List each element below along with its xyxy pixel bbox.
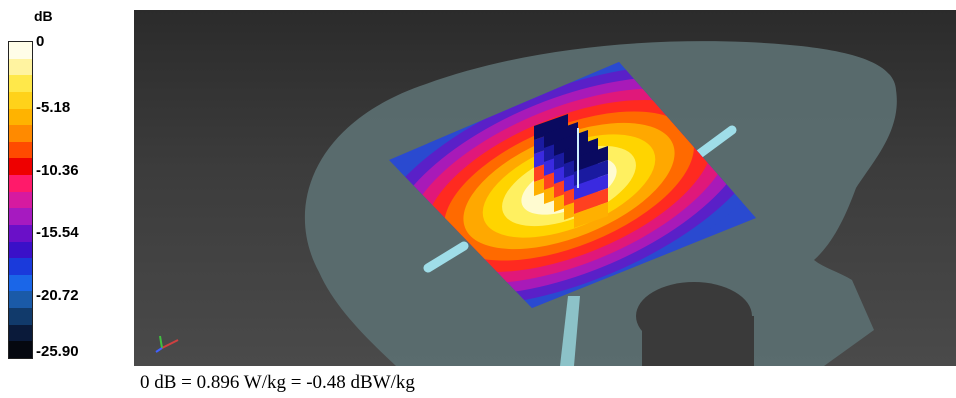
color-scale-segment: [9, 141, 32, 159]
legend-tick-label: -20.72: [36, 287, 79, 304]
axis-indicator: [155, 335, 179, 353]
color-scale-segment: [9, 341, 32, 358]
color-scale-segment: [9, 241, 32, 259]
cube-slice-band: [534, 114, 568, 140]
cube-slice-band: [574, 146, 608, 172]
legend-tick-label: 0: [36, 33, 45, 50]
color-scale-segment: [9, 125, 32, 142]
zoom-scan-cube: [534, 114, 608, 228]
color-scale-segment: [9, 158, 32, 175]
color-scale-segment: [9, 108, 32, 126]
sar-3d-view: [134, 10, 956, 366]
cube-slice-band: [544, 122, 578, 148]
color-scale-segment: [9, 308, 32, 325]
shadow-shape: [642, 316, 754, 366]
color-scale-segment: [9, 274, 32, 292]
cube-slice-band: [574, 160, 608, 186]
color-scale-segment: [9, 58, 32, 76]
legend-tick-label: -25.90: [36, 343, 79, 360]
cube-slice-band: [574, 174, 608, 200]
color-scale-segment: [9, 91, 32, 109]
cube-slice-band: [554, 130, 588, 156]
legend-unit-label: dB: [34, 8, 53, 24]
support-rod: [560, 296, 580, 366]
color-scale-segment: [9, 258, 32, 275]
color-scale-segment: [9, 191, 32, 209]
color-scale-segment: [9, 208, 32, 225]
color-scale-segment: [9, 291, 32, 308]
legend-tick-label: -15.54: [36, 224, 79, 241]
color-scale-segment: [9, 175, 32, 192]
dipole-bar: [689, 125, 737, 163]
figure-caption: 0 dB = 0.896 W/kg = -0.48 dBW/kg: [140, 372, 415, 393]
legend-tick-label: -10.36: [36, 162, 79, 179]
dipole-bar: [423, 241, 469, 273]
color-scale-segment: [9, 42, 32, 59]
color-scale-segment: [9, 324, 32, 342]
cube-slice-band: [574, 188, 608, 214]
color-scale-segment: [9, 75, 32, 92]
color-scale-bar: [8, 41, 33, 359]
color-scale-segment: [9, 224, 32, 242]
cube-slice-band: [574, 202, 608, 228]
sar-3d-view-canvas: [155, 41, 897, 366]
cube-slice: [574, 146, 608, 228]
legend-tick-label: -5.18: [36, 99, 71, 116]
cube-slice-band: [564, 138, 598, 164]
